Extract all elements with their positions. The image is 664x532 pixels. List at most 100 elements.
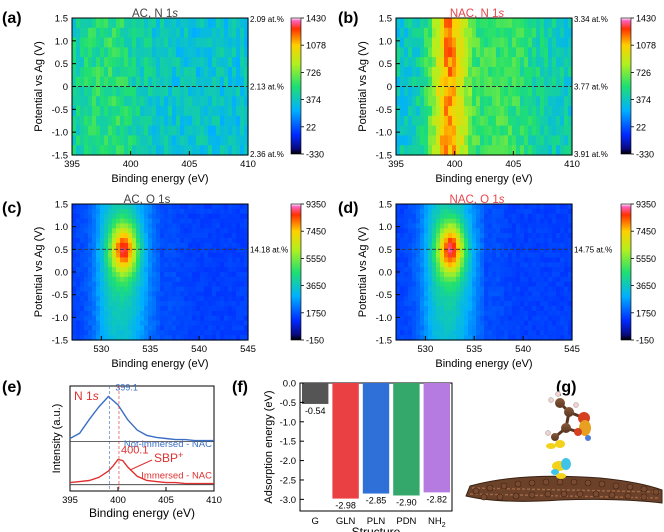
heatmap-cell — [512, 238, 517, 244]
heatmap-cell — [468, 96, 473, 102]
heatmap-cell — [568, 62, 573, 68]
heatmap-cell — [172, 66, 177, 73]
heatmap-cell — [492, 310, 497, 317]
heatmap-cell — [444, 267, 449, 273]
heatmap-cell — [228, 62, 233, 68]
heatmap-cell — [232, 228, 237, 234]
heatmap-cell — [120, 291, 125, 297]
heatmap-cell — [552, 145, 557, 151]
heatmap-cell — [168, 47, 173, 53]
heatmap-cell — [124, 286, 129, 293]
heatmap-cell — [528, 330, 533, 336]
heatmap-cell — [176, 247, 181, 254]
heatmap-cell — [192, 276, 197, 283]
heatmap-cell — [508, 76, 513, 83]
heatmap-cell — [148, 86, 153, 92]
heatmap-cell — [208, 120, 213, 127]
heatmap-cell — [480, 66, 485, 73]
heatmap-cell — [84, 330, 89, 336]
heatmap-cell — [236, 213, 241, 220]
heatmap-cell — [416, 223, 421, 229]
heatmap-cell — [76, 238, 81, 244]
heatmap-cell — [556, 47, 561, 53]
heatmap-cell — [188, 296, 193, 302]
heatmap-cell — [564, 42, 569, 48]
heatmap-cell — [224, 242, 229, 249]
heatmap-cell — [444, 145, 449, 151]
heatmap-cell — [440, 286, 445, 293]
heatmap-cell — [548, 330, 553, 336]
heatmap-cell — [184, 52, 189, 58]
heatmap-cell — [72, 291, 77, 297]
heatmap-cell — [152, 81, 157, 88]
heatmap-cell — [520, 330, 525, 336]
heatmap-cell — [208, 257, 213, 263]
heatmap-cell — [444, 76, 449, 83]
heatmap-cell — [188, 218, 193, 225]
heatmap-cell — [428, 18, 433, 24]
heatmap-cell — [456, 106, 461, 112]
heatmap-cell — [492, 27, 497, 34]
heatmap-cell — [544, 330, 549, 336]
heatmap-cell — [220, 130, 225, 137]
heatmap-cell — [512, 286, 517, 293]
heatmap-cell — [148, 208, 153, 215]
heatmap-cell — [108, 272, 113, 278]
heatmap-cell — [516, 242, 521, 249]
heatmap-cell — [476, 242, 481, 249]
heatmap-cell — [108, 106, 113, 112]
heatmap-cell — [528, 135, 533, 141]
heatmap-cell — [540, 71, 545, 78]
heatmap-cell — [492, 52, 497, 58]
heatmap-cell — [564, 76, 569, 83]
heatmap-cell — [556, 281, 561, 288]
heatmap-cell — [432, 320, 437, 327]
heatmap-cell — [228, 130, 233, 137]
heatmap-cell — [484, 81, 489, 88]
heatmap-cell — [148, 218, 153, 225]
heatmap-cell — [148, 18, 153, 24]
heatmap-cell — [176, 281, 181, 288]
heatmap-cell — [184, 57, 189, 63]
heatmap-cell — [128, 47, 133, 53]
heatmap-cell — [568, 18, 573, 24]
heatmap-cell — [476, 71, 481, 78]
heatmap-cell — [244, 66, 249, 73]
heatmap-cell — [128, 228, 133, 234]
heatmap-cell — [520, 86, 525, 92]
heatmap-cell — [224, 223, 229, 229]
heatmap-cell — [72, 218, 77, 225]
heatmap-cell — [436, 140, 441, 146]
heatmap-cell — [460, 310, 465, 317]
heatmap-cell — [128, 301, 133, 307]
heatmap-cell — [128, 66, 133, 73]
heatmap-cell — [444, 86, 449, 92]
heatmap-cell — [124, 81, 129, 88]
heatmap-cell — [552, 22, 557, 29]
heatmap-cell — [540, 233, 545, 239]
heatmap-cell — [100, 233, 105, 239]
heatmap-cell — [472, 18, 477, 24]
heatmap-cell — [476, 57, 481, 63]
heatmap-cell — [228, 76, 233, 83]
heatmap-cell — [508, 130, 513, 137]
heatmap-cell — [72, 238, 77, 244]
heatmap-cell — [532, 62, 537, 68]
heatmap-cell — [116, 301, 121, 307]
heatmap-cell — [188, 115, 193, 122]
heatmap-cell — [480, 47, 485, 53]
heatmap-cell — [508, 106, 513, 112]
heatmap-cell — [224, 262, 229, 268]
heatmap-cell — [536, 320, 541, 327]
heatmap-cell — [140, 223, 145, 229]
heatmap-cell — [72, 62, 77, 68]
heatmap-cell — [176, 62, 181, 68]
heatmap-cell — [120, 281, 125, 288]
heatmap-cell — [412, 306, 417, 312]
heatmap-cell — [408, 272, 413, 278]
heatmap-cell — [480, 335, 485, 341]
heatmap-cell — [236, 315, 241, 322]
heatmap-cell — [424, 86, 429, 92]
heatmap-cell — [520, 301, 525, 307]
heatmap-cell — [216, 301, 221, 307]
